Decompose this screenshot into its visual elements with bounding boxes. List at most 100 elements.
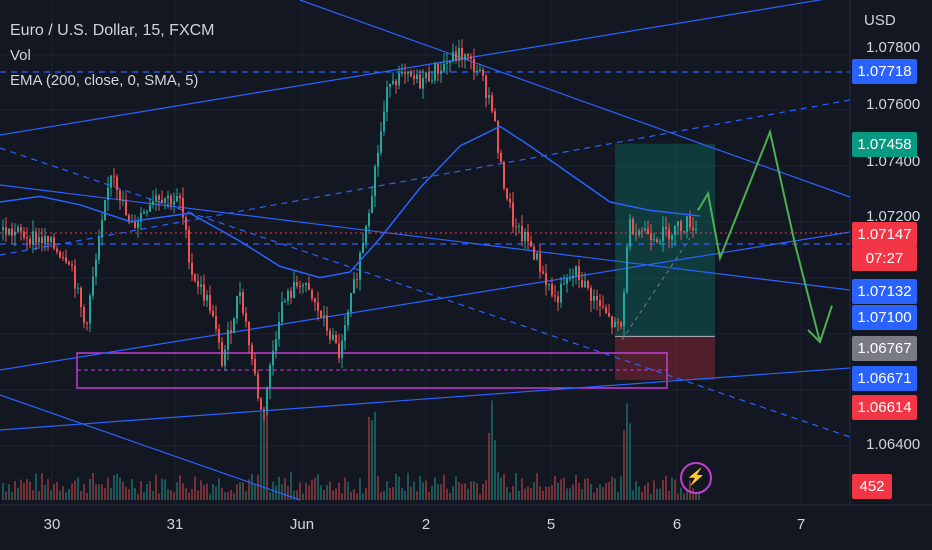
price-tag-current: 1.07147	[852, 222, 917, 247]
candle-body	[260, 398, 262, 410]
volume-bar	[596, 487, 598, 500]
volume-bar	[305, 482, 307, 500]
candle-body	[317, 302, 319, 311]
volume-bar	[527, 486, 529, 500]
volume-bar	[479, 493, 481, 500]
candle-body	[68, 262, 70, 265]
volume-bar	[239, 482, 241, 500]
volume-bar	[467, 488, 469, 500]
x-tick-label: 5	[546, 516, 556, 533]
volume-bar	[434, 477, 436, 500]
volume-bar	[668, 491, 670, 500]
volume-bar	[47, 479, 49, 500]
candle-body	[653, 239, 655, 241]
candle-body	[695, 228, 697, 230]
volume-bar	[263, 407, 265, 500]
candle-body	[398, 73, 400, 86]
lightning-icon[interactable]: ⚡	[680, 462, 712, 494]
candle-body	[113, 175, 115, 177]
volume-bar	[584, 478, 586, 500]
volume-bar	[101, 484, 103, 500]
volume-bar	[530, 488, 532, 500]
volume-bar	[275, 485, 277, 500]
x-tick-label: 6	[672, 516, 682, 533]
volume-bar	[128, 489, 130, 500]
candle-body	[284, 301, 286, 303]
volume-bar	[26, 479, 28, 500]
volume-bar	[74, 480, 76, 500]
symbol-title[interactable]: Euro / U.S. Dollar, 15, FXCM	[10, 22, 215, 39]
volume-bar	[335, 488, 337, 500]
candle-body	[422, 78, 424, 89]
volume-bar	[491, 400, 493, 500]
candle-body	[644, 228, 646, 231]
volume-bar	[443, 474, 445, 500]
candle-body	[173, 201, 175, 205]
candle-body	[281, 301, 283, 322]
candle-body	[572, 275, 574, 279]
volume-bar	[536, 473, 538, 500]
volume-bar	[32, 490, 34, 500]
volume-bar	[641, 491, 643, 500]
ema-indicator-label[interactable]: EMA (200, close, 0, SMA, 5)	[10, 72, 199, 89]
candle-body	[470, 56, 472, 59]
candle-body	[365, 226, 367, 243]
volume-bar	[506, 487, 508, 500]
volume-indicator-label[interactable]: Vol	[10, 47, 31, 64]
volume-bar	[413, 481, 415, 500]
candle-body	[293, 281, 295, 299]
candle-body	[86, 322, 88, 324]
candle-body	[101, 219, 103, 238]
volume-bar	[422, 482, 424, 500]
candle-body	[230, 329, 232, 334]
y-tick-label: 1.07400	[866, 153, 921, 170]
volume-bar	[497, 472, 499, 500]
volume-bar	[698, 493, 700, 500]
volume-bar	[380, 492, 382, 500]
projection-arrowhead	[807, 305, 833, 344]
candle-body	[482, 69, 484, 76]
volume-bar	[107, 477, 109, 500]
volume-bar	[560, 479, 562, 500]
volume-bar	[182, 483, 184, 500]
volume-bar	[197, 490, 199, 500]
volume-bar	[665, 475, 667, 500]
candle-body	[53, 237, 55, 249]
volume-bar	[521, 478, 523, 500]
volume-bar	[110, 488, 112, 500]
volume-bar	[695, 491, 697, 500]
candle-body	[590, 287, 592, 301]
volume-bar	[122, 481, 124, 500]
candle-body	[182, 198, 184, 218]
volume-bar	[11, 492, 13, 500]
candle-body	[245, 313, 247, 322]
volume-bar	[251, 474, 253, 500]
chart-legend: Euro / U.S. Dollar, 15, FXCM Vol EMA (20…	[10, 18, 215, 93]
candle-body	[278, 321, 280, 340]
candle-body	[515, 226, 517, 228]
volume-bar	[281, 484, 283, 500]
y-tick-label: 1.07200	[866, 208, 921, 225]
volume-bar	[2, 483, 4, 500]
candle-body	[305, 283, 307, 286]
candle-body	[458, 47, 460, 61]
volume-bar	[512, 485, 514, 500]
volume-bar	[569, 488, 571, 500]
volume-bar	[572, 484, 574, 500]
candle-body	[359, 252, 361, 280]
volume-bar	[314, 477, 316, 500]
candle-body	[506, 188, 508, 199]
candle-body	[563, 283, 565, 285]
candle-body	[410, 71, 412, 76]
candle-body	[125, 199, 127, 216]
trendline	[299, 0, 851, 198]
volume-bar	[269, 492, 271, 500]
candle-body	[554, 295, 556, 297]
price-tag-blue: 1.07100	[852, 305, 917, 330]
volume-bar	[56, 481, 58, 500]
x-tick-label: 2	[421, 516, 431, 533]
candle-body	[35, 231, 37, 243]
volume-bar	[227, 492, 229, 500]
candle-body	[116, 176, 118, 191]
